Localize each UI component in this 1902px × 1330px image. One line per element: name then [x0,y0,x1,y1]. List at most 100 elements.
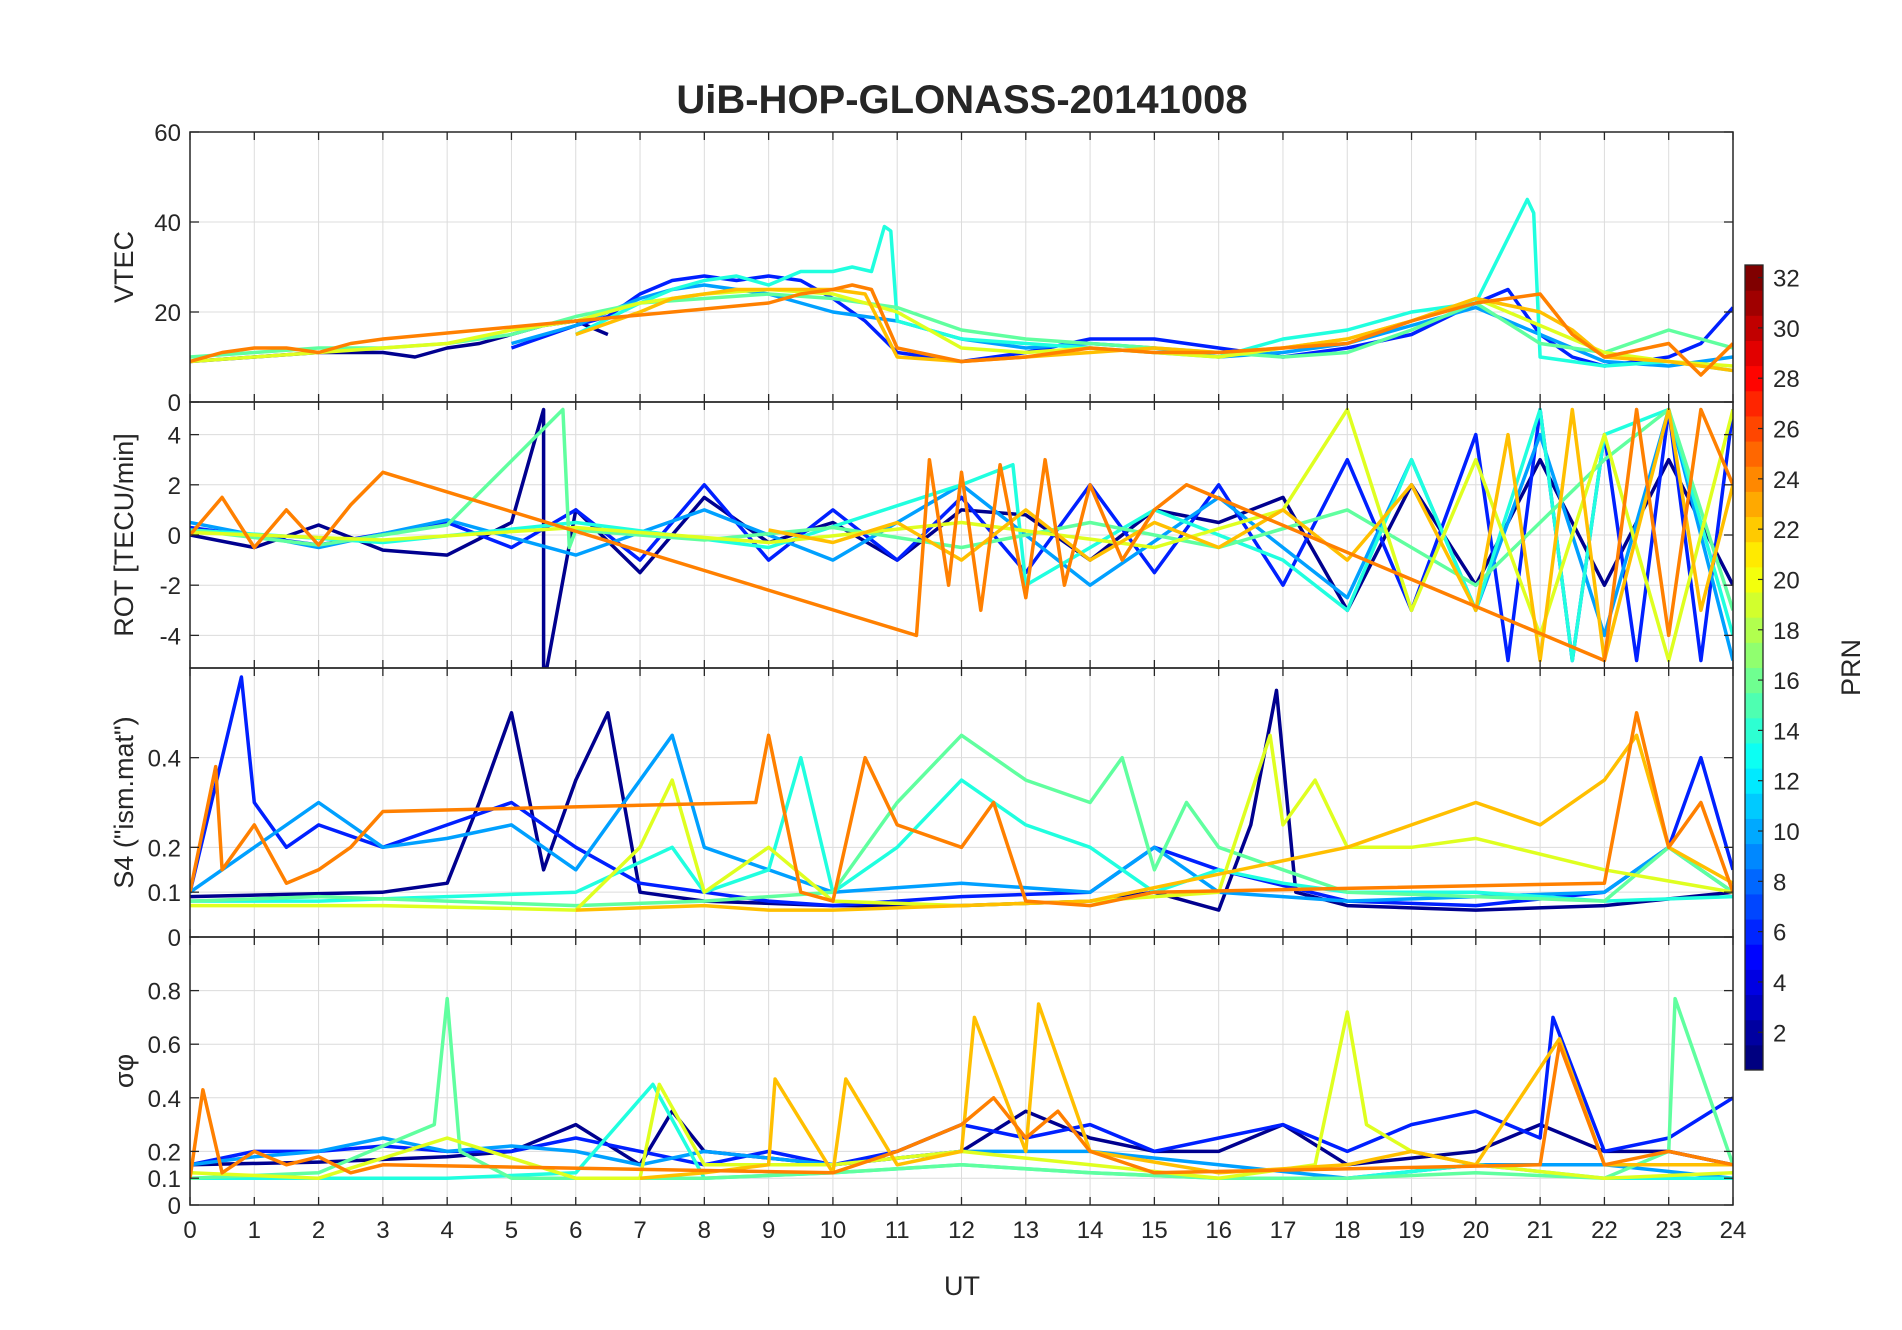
y-tick-label: -2 [160,573,181,600]
y-tick-label: 0.6 [148,1032,181,1059]
colorbar-segment [1745,340,1763,367]
x-tick-label: 7 [633,1217,646,1244]
colorbar-tick-label: 10 [1773,819,1800,846]
colorbar-segment [1745,592,1763,618]
x-tick-label: 2 [312,1217,325,1244]
x-tick-label: 23 [1655,1217,1682,1244]
colorbar-segment [1745,717,1763,744]
y-axis-label: VTEC [109,231,139,303]
y-tick-label: 0 [168,1193,181,1220]
colorbar-segment [1745,415,1763,442]
colorbar-segment [1745,390,1763,417]
colorbar-segment [1745,893,1763,920]
x-tick-label: 9 [762,1217,775,1244]
colorbar-tick-label: 14 [1773,718,1800,745]
series-group [190,407,1733,668]
x-tick-label: 0 [183,1217,196,1244]
y-tick-label: 0.4 [148,746,181,773]
y-tick-label: 0.4 [148,1086,181,1113]
y-tick-label: 0 [168,925,181,952]
series-line [190,996,1733,1180]
y-tick-label: 0.1 [148,1166,181,1193]
colorbar-tick-label: 26 [1773,417,1800,444]
x-tick-label: 11 [885,1217,910,1244]
x-tick-label: 20 [1462,1217,1489,1244]
colorbar-segment [1745,742,1763,769]
x-tick-label: 14 [1077,1217,1104,1244]
colorbar-segment [1745,969,1763,996]
y-tick-label: 60 [154,120,181,147]
colorbar-segment [1745,944,1763,970]
series-line [510,274,1733,368]
colorbar-segment [1745,692,1763,719]
y-tick-label: 40 [154,210,181,237]
colorbar-segment [1745,441,1763,467]
series-line [190,675,1733,908]
colorbar-tick-label: 4 [1773,970,1786,997]
colorbar-tick-label: 20 [1773,567,1800,594]
series-line [190,407,1733,663]
series-group [190,996,1733,1180]
x-tick-label: 4 [440,1217,453,1244]
x-tick-label: 17 [1270,1217,1297,1244]
colorbar-segment [1745,516,1763,543]
x-axis-label: UT [944,1271,980,1301]
colorbar-segment [1745,843,1763,870]
x-tick-label: 6 [569,1217,582,1244]
colorbar-segment [1745,1044,1763,1071]
colorbar-segment [1745,491,1763,518]
series-line [575,287,1733,373]
colorbar-segment [1745,667,1763,694]
colorbar-segment [1745,617,1763,643]
colorbar-segment [1745,365,1763,392]
series-line [190,283,1733,377]
colorbar-segment [1745,919,1763,945]
colorbar-segment [1745,1019,1763,1046]
colorbar-tick-label: 2 [1773,1020,1786,1047]
chart-title: UiB-HOP-GLONASS-20141008 [676,78,1247,122]
series-line [190,1109,1733,1167]
series-group [190,197,1733,377]
colorbar-segment [1745,541,1763,568]
colorbar-segment [1745,793,1763,819]
colorbar-tick-label: 28 [1773,366,1800,393]
x-tick-label: 19 [1398,1217,1425,1244]
panel-s4: 0 0.1 0.2 0.4 S4 ("ism.mat") [109,667,1734,952]
y-tick-label: 0 [168,523,181,550]
y-axis-label: S4 ("ism.mat") [109,716,139,888]
y-axis-label: ROT [TECU/min] [109,433,139,637]
y-tick-label: 0.1 [148,880,181,907]
x-tick-label: 18 [1334,1217,1361,1244]
x-tick-label: 21 [1527,1217,1554,1244]
series-line [575,197,1733,373]
x-tick-label: 22 [1591,1217,1618,1244]
y-axis-label: σφ [109,1054,139,1088]
x-tick-label: 8 [698,1217,711,1244]
series-line [190,407,1733,611]
colorbar-segment [1745,868,1763,895]
colorbar-frame [1744,264,1764,1071]
x-tick-label: 24 [1720,1217,1747,1244]
colorbar-segment [1745,818,1763,845]
panel-rot: -4 -2 0 2 4 ROT [TECU/min] [109,401,1734,669]
series-line [190,711,1733,908]
colorbar-tick-label: 16 [1773,668,1800,695]
x-tick-label: 5 [505,1217,518,1244]
series-line [511,283,1733,368]
colorbar-segment [1745,290,1763,316]
x-tick-label: 3 [376,1217,389,1244]
x-tick-label: 16 [1205,1217,1232,1244]
y-tick-label: -4 [160,623,181,650]
y-tick-label: 4 [168,423,181,450]
x-tick-label: 13 [1012,1217,1039,1244]
panel-sigma-phi: 00.10.2 0.4 0.6 0.8 σφ [109,936,1734,1220]
colorbar-tick-label: 12 [1773,769,1800,796]
colorbar-segment [1745,265,1763,291]
colorbar-segment [1745,315,1763,341]
series-line [190,1042,1733,1179]
series-line [190,733,1733,908]
y-tick-label: 0 [168,390,181,417]
